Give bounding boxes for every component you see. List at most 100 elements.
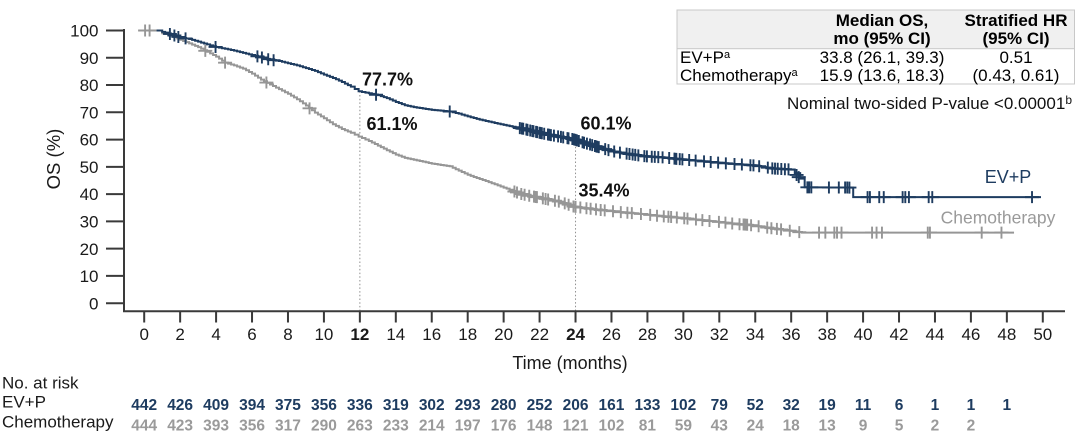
svg-text:28: 28 — [638, 325, 657, 344]
svg-text:252: 252 — [527, 397, 553, 414]
svg-text:10: 10 — [314, 325, 333, 344]
svg-text:102: 102 — [670, 397, 696, 414]
svg-text:18: 18 — [458, 325, 477, 344]
svg-text:2: 2 — [967, 418, 976, 435]
svg-text:Median OS,: Median OS, — [836, 11, 929, 30]
svg-text:121: 121 — [563, 418, 589, 435]
svg-text:30: 30 — [674, 325, 693, 344]
svg-text:6: 6 — [247, 325, 256, 344]
svg-text:442: 442 — [131, 397, 157, 414]
svg-text:EV+Pa: EV+Pa — [680, 48, 731, 67]
svg-text:9: 9 — [859, 418, 868, 435]
svg-text:77.7%: 77.7% — [362, 69, 413, 89]
svg-text:148: 148 — [527, 418, 553, 435]
svg-text:393: 393 — [203, 418, 229, 435]
svg-text:mo (95% CI): mo (95% CI) — [833, 29, 930, 48]
svg-text:24: 24 — [566, 325, 585, 344]
svg-text:11: 11 — [855, 397, 872, 414]
svg-text:0.51: 0.51 — [999, 48, 1032, 67]
svg-text:38: 38 — [818, 325, 837, 344]
svg-text:80: 80 — [80, 76, 99, 95]
svg-text:61.1%: 61.1% — [367, 114, 418, 134]
svg-text:2: 2 — [931, 418, 940, 435]
svg-text:60: 60 — [80, 131, 99, 150]
svg-text:Chemotherapy: Chemotherapy — [941, 208, 1056, 228]
svg-text:19: 19 — [819, 397, 837, 414]
svg-text:79: 79 — [711, 397, 729, 414]
svg-text:50: 50 — [1033, 325, 1052, 344]
svg-text:32: 32 — [783, 397, 800, 414]
svg-text:214: 214 — [419, 418, 445, 435]
svg-text:423: 423 — [167, 418, 193, 435]
svg-text:356: 356 — [311, 397, 337, 414]
svg-text:22: 22 — [530, 325, 549, 344]
svg-text:Chemotherapy: Chemotherapy — [2, 412, 114, 431]
svg-text:52: 52 — [747, 397, 764, 414]
svg-text:444: 444 — [131, 418, 157, 435]
svg-text:40: 40 — [854, 325, 873, 344]
svg-text:No. at risk: No. at risk — [2, 374, 79, 393]
svg-text:1: 1 — [931, 397, 940, 414]
svg-text:100: 100 — [70, 22, 98, 41]
svg-text:43: 43 — [711, 418, 729, 435]
svg-text:40: 40 — [80, 185, 99, 204]
svg-text:14: 14 — [386, 325, 405, 344]
svg-text:33.8 (26.1, 39.3): 33.8 (26.1, 39.3) — [820, 48, 945, 67]
svg-text:20: 20 — [80, 240, 99, 259]
svg-text:10: 10 — [80, 267, 99, 286]
svg-text:233: 233 — [383, 418, 409, 435]
svg-text:133: 133 — [634, 397, 660, 414]
svg-text:263: 263 — [347, 418, 373, 435]
svg-text:102: 102 — [599, 418, 625, 435]
svg-text:Stratified HR: Stratified HR — [965, 11, 1068, 30]
svg-text:319: 319 — [383, 397, 409, 414]
svg-text:1: 1 — [967, 397, 976, 414]
svg-text:OS (%): OS (%) — [43, 129, 64, 190]
svg-text:70: 70 — [80, 103, 99, 122]
svg-text:16: 16 — [422, 325, 441, 344]
svg-text:161: 161 — [599, 397, 625, 414]
svg-text:90: 90 — [80, 49, 99, 68]
svg-text:44: 44 — [926, 325, 945, 344]
svg-text:EV+P: EV+P — [985, 167, 1032, 187]
svg-text:426: 426 — [167, 397, 193, 414]
svg-text:60.1%: 60.1% — [581, 114, 632, 134]
svg-text:42: 42 — [890, 325, 909, 344]
svg-text:356: 356 — [239, 418, 265, 435]
svg-text:5: 5 — [895, 418, 904, 435]
svg-text:(0.43, 0.61): (0.43, 0.61) — [973, 66, 1060, 85]
svg-text:32: 32 — [710, 325, 729, 344]
svg-text:15.9 (13.6, 18.3): 15.9 (13.6, 18.3) — [820, 66, 945, 85]
svg-text:6: 6 — [895, 397, 904, 414]
svg-text:35.4%: 35.4% — [579, 181, 630, 201]
svg-text:24: 24 — [747, 418, 765, 435]
svg-text:81: 81 — [639, 418, 657, 435]
svg-text:48: 48 — [997, 325, 1016, 344]
svg-text:409: 409 — [203, 397, 229, 414]
svg-text:13: 13 — [819, 418, 837, 435]
svg-text:302: 302 — [419, 397, 445, 414]
svg-text:0: 0 — [139, 325, 148, 344]
svg-text:206: 206 — [563, 397, 589, 414]
svg-text:Nominal two-sided P-value <0.0: Nominal two-sided P-value <0.00001b — [787, 93, 1072, 113]
svg-text:20: 20 — [494, 325, 513, 344]
svg-text:EV+P: EV+P — [2, 393, 46, 412]
svg-text:50: 50 — [80, 158, 99, 177]
svg-text:0: 0 — [89, 294, 98, 313]
svg-text:197: 197 — [455, 418, 481, 435]
svg-text:290: 290 — [311, 418, 337, 435]
svg-text:(95% CI): (95% CI) — [982, 29, 1049, 48]
svg-text:34: 34 — [746, 325, 765, 344]
svg-text:36: 36 — [782, 325, 801, 344]
svg-text:280: 280 — [491, 397, 517, 414]
svg-text:12: 12 — [350, 325, 369, 344]
svg-text:2: 2 — [175, 325, 184, 344]
svg-text:4: 4 — [211, 325, 220, 344]
svg-text:26: 26 — [602, 325, 621, 344]
svg-text:46: 46 — [961, 325, 980, 344]
svg-text:176: 176 — [491, 418, 517, 435]
svg-text:394: 394 — [239, 397, 265, 414]
svg-text:Time (months): Time (months) — [512, 353, 627, 373]
svg-text:1: 1 — [1003, 397, 1012, 414]
svg-text:30: 30 — [80, 212, 99, 231]
